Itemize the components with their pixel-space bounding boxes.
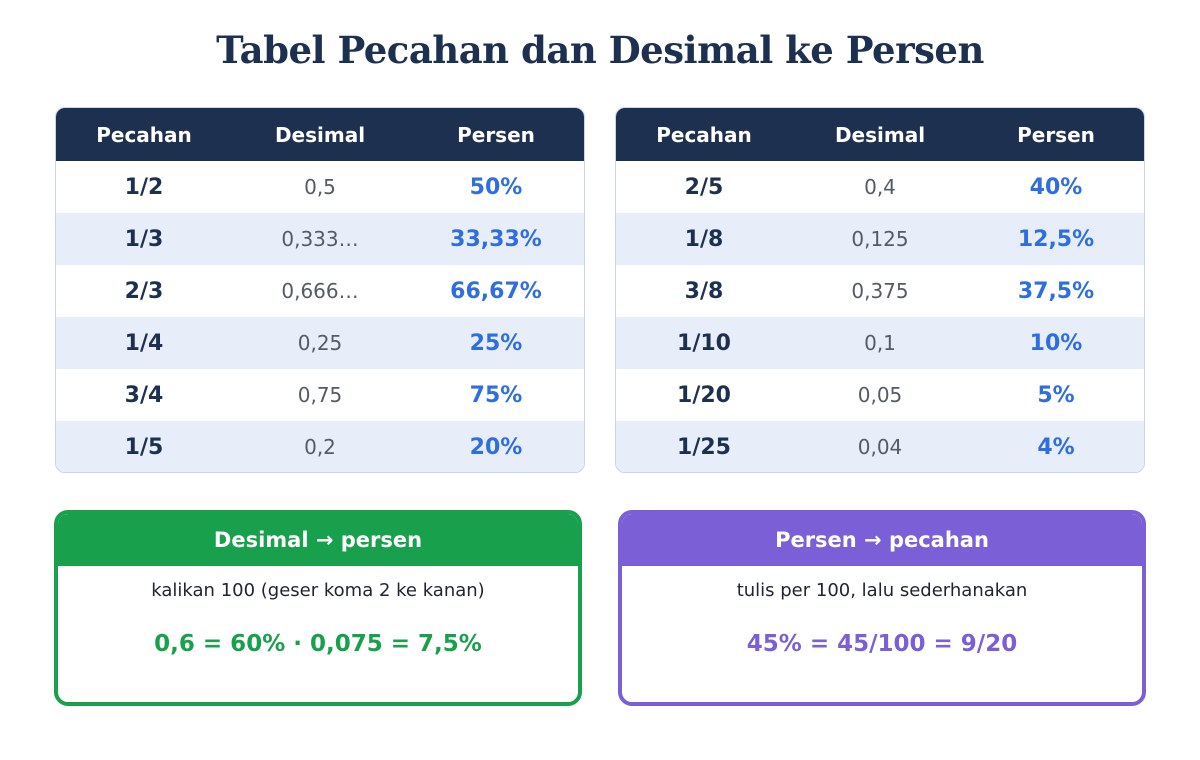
percent-cell: 37,5%: [1017, 278, 1095, 304]
conversion-table-left: Pecahan Desimal Persen 1/2 0,5 50% 1/3 0…: [55, 107, 585, 473]
header-fraction: Pecahan: [96, 122, 192, 147]
decimal-cell: 0,666…: [281, 279, 359, 303]
rule-description: kalikan 100 (geser koma 2 ke kanan): [151, 580, 485, 601]
decimal-cell: 0,4: [864, 175, 896, 199]
fraction-cell: 1/5: [124, 434, 164, 460]
fraction-cell: 1/25: [677, 434, 731, 460]
fraction-cell: 2/3: [124, 278, 164, 304]
percent-to-fraction-card: Persen → pecahan tulis per 100, lalu sed…: [618, 510, 1146, 706]
decimal-cell: 0,125: [851, 227, 909, 251]
table-row: 1/25 0,04 4%: [616, 421, 1144, 472]
page-title: Tabel Pecahan dan Desimal ke Persen: [216, 28, 984, 72]
table-row: 1/10 0,1 10%: [616, 317, 1144, 369]
fraction-cell: 1/4: [124, 330, 164, 356]
rule-example: 0,6 = 60% · 0,075 = 7,5%: [154, 631, 482, 657]
rule-description: tulis per 100, lalu sederhanakan: [736, 580, 1028, 601]
table-header: Pecahan Desimal Persen: [56, 108, 584, 161]
table-row: 2/5 0,4 40%: [616, 161, 1144, 213]
table-row: 3/8 0,375 37,5%: [616, 265, 1144, 317]
decimal-cell: 0,375: [851, 279, 909, 303]
decimal-cell: 0,75: [297, 383, 343, 407]
percent-cell: 12,5%: [1017, 226, 1095, 252]
rule-heading: Desimal → persen: [58, 514, 578, 566]
percent-cell: 66,67%: [450, 278, 542, 304]
percent-cell: 40%: [1029, 174, 1083, 200]
table-row: 1/2 0,5 50%: [56, 161, 584, 213]
table-row: 1/4 0,25 25%: [56, 317, 584, 369]
table-header: Pecahan Desimal Persen: [616, 108, 1144, 161]
percent-cell: 4%: [1037, 434, 1075, 460]
table-row: 1/3 0,333… 33,33%: [56, 213, 584, 265]
decimal-cell: 0,25: [297, 331, 343, 355]
fraction-cell: 3/8: [684, 278, 724, 304]
rule-example: 45% = 45/100 = 9/20: [746, 631, 1018, 657]
decimal-cell: 0,2: [304, 435, 336, 459]
decimal-cell: 0,333…: [281, 227, 359, 251]
percent-cell: 50%: [469, 174, 523, 200]
percent-cell: 33,33%: [450, 226, 542, 252]
percent-cell: 5%: [1037, 382, 1075, 408]
percent-cell: 10%: [1029, 330, 1083, 356]
decimal-cell: 0,1: [864, 331, 896, 355]
fraction-cell: 1/3: [124, 226, 164, 252]
table-row: 1/5 0,2 20%: [56, 421, 584, 472]
percent-cell: 25%: [469, 330, 523, 356]
fraction-cell: 1/2: [124, 174, 164, 200]
rule-heading: Persen → pecahan: [622, 514, 1142, 566]
header-decimal: Desimal: [834, 122, 926, 147]
decimal-to-percent-card: Desimal → persen kalikan 100 (geser koma…: [54, 510, 582, 706]
table-row: 3/4 0,75 75%: [56, 369, 584, 421]
percent-cell: 75%: [469, 382, 523, 408]
header-percent: Persen: [457, 122, 535, 147]
header-percent: Persen: [1017, 122, 1095, 147]
table-row: 1/20 0,05 5%: [616, 369, 1144, 421]
fraction-cell: 3/4: [124, 382, 164, 408]
decimal-cell: 0,5: [304, 175, 336, 199]
decimal-cell: 0,04: [857, 435, 903, 459]
header-decimal: Desimal: [274, 122, 366, 147]
fraction-cell: 2/5: [684, 174, 724, 200]
table-row: 2/3 0,666… 66,67%: [56, 265, 584, 317]
fraction-cell: 1/8: [684, 226, 724, 252]
decimal-cell: 0,05: [857, 383, 903, 407]
fraction-cell: 1/20: [677, 382, 731, 408]
conversion-table-right: Pecahan Desimal Persen 2/5 0,4 40% 1/8 0…: [615, 107, 1145, 473]
fraction-cell: 1/10: [677, 330, 731, 356]
table-row: 1/8 0,125 12,5%: [616, 213, 1144, 265]
header-fraction: Pecahan: [656, 122, 752, 147]
percent-cell: 20%: [469, 434, 523, 460]
